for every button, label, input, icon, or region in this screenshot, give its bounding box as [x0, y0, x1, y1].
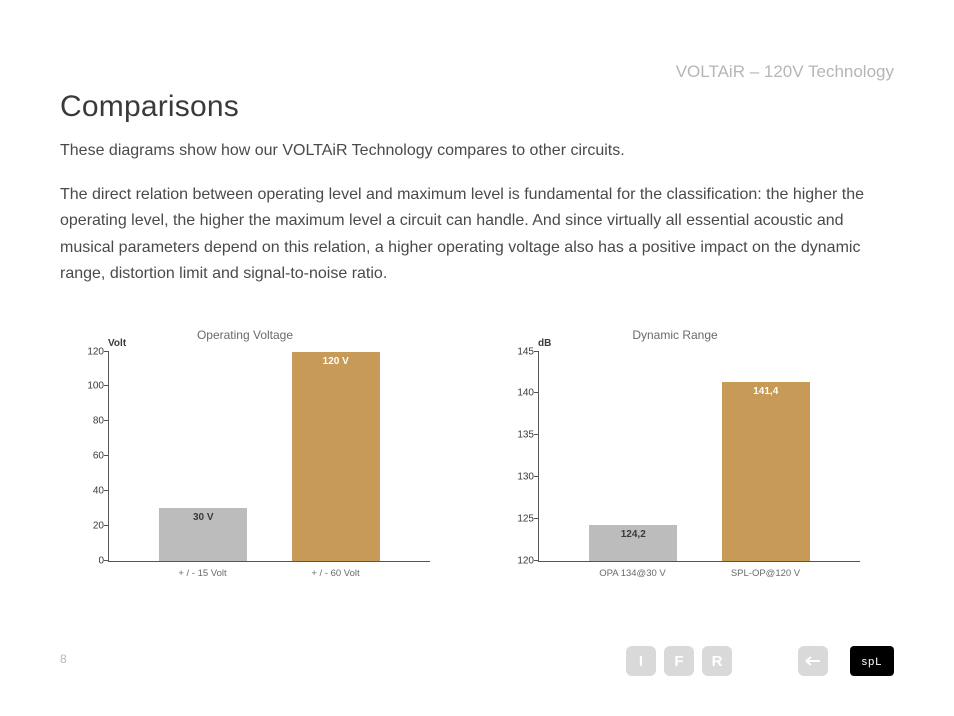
info-button[interactable]: I [626, 646, 656, 676]
chart1-ytick: 100 [74, 381, 104, 392]
r-button[interactable]: R [702, 646, 732, 676]
chart2-ytick: 120 [504, 555, 534, 566]
intro-text: These diagrams show how our VOLTAiR Tech… [60, 142, 894, 160]
chart2-bar-value: 141,4 [753, 386, 778, 397]
dynamic-range-chart: Dynamic Range dB 124,2141,4 120125130135… [490, 328, 860, 579]
footer-icons: I F R spL [626, 646, 894, 676]
chart1-ytick: 20 [74, 520, 104, 531]
chart2-bar: 124,2 [589, 525, 677, 560]
chart2-xlabel: SPL-OP@120 V [722, 568, 810, 579]
chart1-bar: 120 V [292, 352, 380, 561]
chart1-ytick: 60 [74, 451, 104, 462]
back-button[interactable] [798, 646, 828, 676]
page-title: Comparisons [60, 90, 894, 124]
spl-logo-icon: spL [855, 654, 889, 668]
header-subtitle: VOLTAiR – 120V Technology [676, 62, 894, 82]
chart1-ytick: 0 [74, 555, 104, 566]
chart2-ytick: 145 [504, 346, 534, 357]
chart1-unit: Volt [108, 338, 126, 349]
chart2-ytick: 130 [504, 471, 534, 482]
operating-voltage-chart: Operating Voltage Volt 30 V120 V 0204060… [60, 328, 430, 579]
chart2-bar-value: 124,2 [621, 529, 646, 540]
chart2-ytick: 135 [504, 430, 534, 441]
chart1-bar: 30 V [159, 508, 247, 560]
spl-logo: spL [850, 646, 894, 676]
svg-text:spL: spL [862, 656, 883, 668]
chart1-bar-value: 30 V [193, 512, 214, 523]
chart2-ytick: 140 [504, 388, 534, 399]
chart2-plot: 124,2141,4 120125130135140145 [538, 352, 860, 562]
chart2-bar: 141,4 [722, 382, 810, 561]
charts-row: Operating Voltage Volt 30 V120 V 0204060… [60, 328, 894, 579]
body-text: The direct relation between operating le… [60, 182, 870, 288]
chart1-xlabel: + / - 60 Volt [292, 568, 380, 579]
chart1-ytick: 40 [74, 485, 104, 496]
chart2-ytick: 125 [504, 513, 534, 524]
page-number: 8 [60, 652, 67, 666]
chart1-bar-value: 120 V [323, 356, 349, 367]
chart2-unit: dB [538, 338, 551, 349]
chart1-ytick: 120 [74, 346, 104, 357]
chart1-plot: 30 V120 V 020406080100120 [108, 352, 430, 562]
chart2-xlabel: OPA 134@30 V [589, 568, 677, 579]
chart1-ytick: 80 [74, 416, 104, 427]
arrow-left-icon [805, 655, 821, 667]
f-button[interactable]: F [664, 646, 694, 676]
chart1-xlabel: + / - 15 Volt [159, 568, 247, 579]
